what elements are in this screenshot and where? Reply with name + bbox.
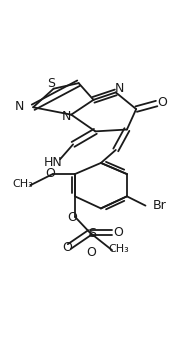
Text: N: N (62, 110, 71, 123)
Text: CH₃: CH₃ (13, 179, 33, 189)
Text: O: O (114, 226, 123, 239)
Text: Br: Br (153, 199, 167, 212)
Text: O: O (63, 241, 72, 254)
Text: O: O (67, 211, 77, 224)
Text: O: O (157, 96, 167, 109)
Text: O: O (45, 166, 55, 180)
Text: S: S (88, 226, 96, 240)
Text: CH₃: CH₃ (108, 244, 129, 254)
Text: O: O (87, 246, 96, 259)
Text: S: S (47, 76, 55, 90)
Text: N: N (115, 82, 124, 95)
Text: N: N (15, 100, 24, 113)
Text: HN: HN (43, 155, 62, 168)
